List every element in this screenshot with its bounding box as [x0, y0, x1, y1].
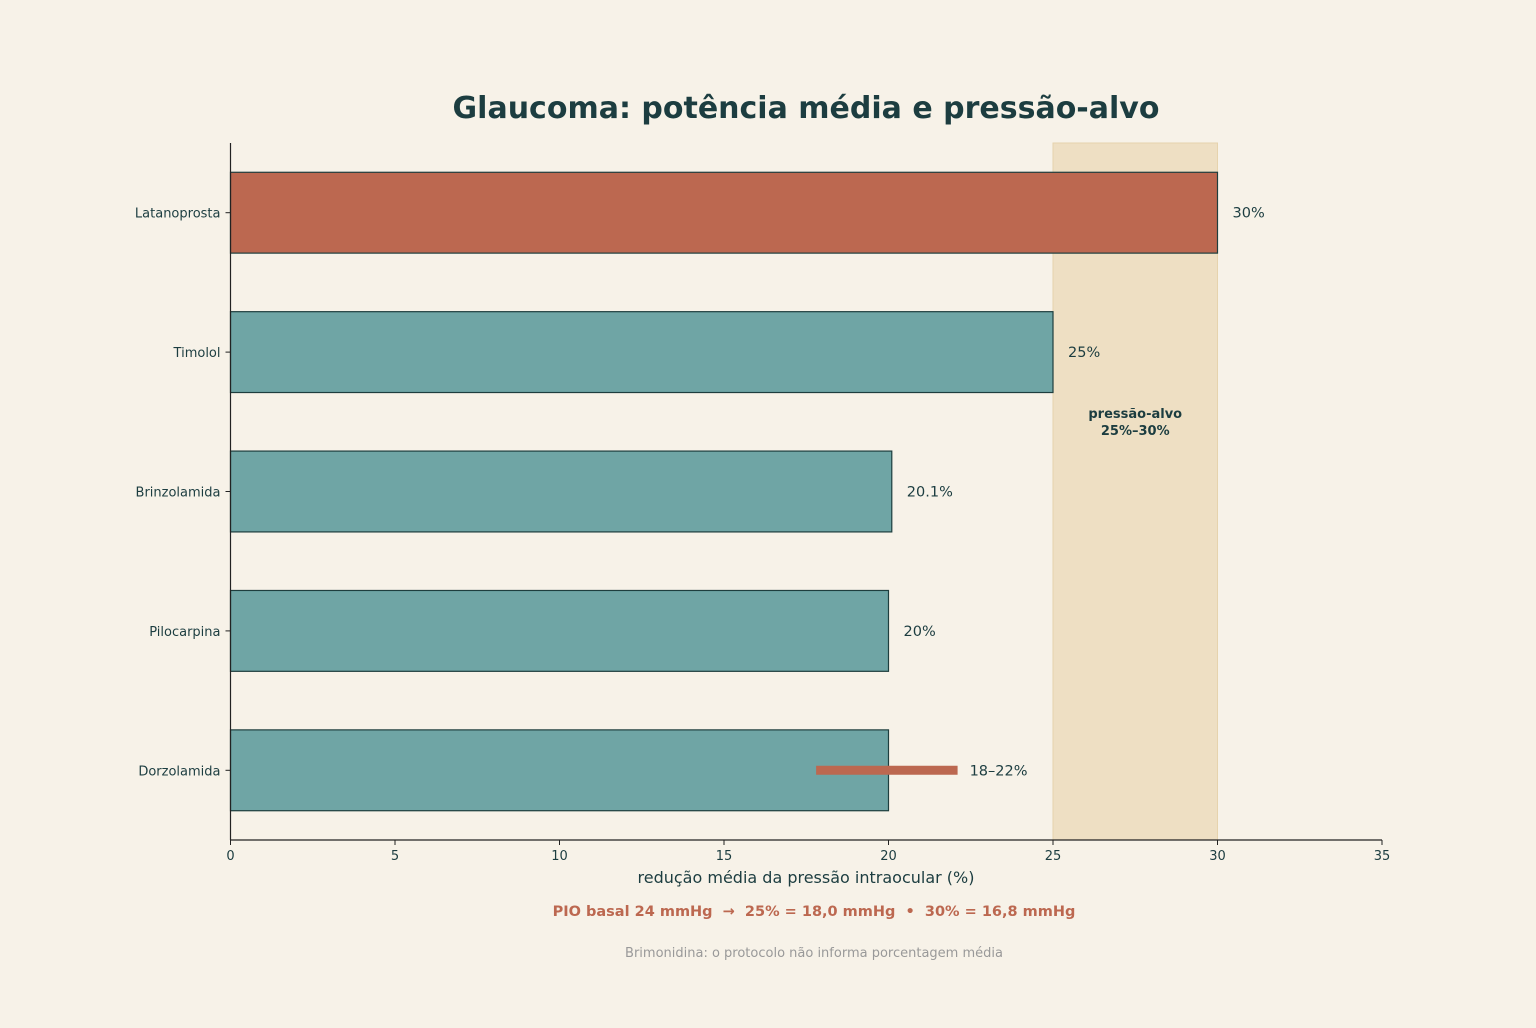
x-axis-label: redução média da pressão intraocular (%) [638, 868, 975, 887]
target-band [1052, 142, 1218, 841]
value-label: 20.1% [907, 485, 953, 501]
category-label: Latanoprosta [135, 207, 221, 222]
bar [229, 450, 893, 533]
value-label: 25% [1068, 345, 1100, 361]
bar [229, 311, 1054, 394]
x-tick-label: 0 [226, 849, 234, 864]
x-tick-label: 25 [1045, 849, 1062, 864]
range-label: 18–22% [970, 763, 1028, 779]
x-tick-label: 5 [391, 849, 399, 864]
x-tick-label: 30 [1209, 849, 1226, 864]
category-label: Pilocarpina [149, 625, 220, 640]
target-band-label: pressão-alvo [1088, 407, 1182, 422]
chart-title: Glaucoma: potência média e pressão-alvo [453, 91, 1160, 126]
category-label: Brinzolamida [136, 486, 221, 501]
bar [229, 589, 890, 672]
footnote-baseline: PIO basal 24 mmHg → 25% = 18,0 mmHg • 30… [553, 904, 1076, 920]
bar [229, 729, 890, 812]
category-label: Dorzolamida [138, 764, 220, 779]
x-tick-label: 10 [551, 849, 568, 864]
x-tick-label: 20 [880, 849, 897, 864]
target-band-range-label: 25%–30% [1101, 424, 1170, 439]
x-tick-label: 35 [1374, 849, 1391, 864]
value-label: 30% [1233, 206, 1265, 222]
category-label: Timolol [173, 346, 221, 361]
footnote-brimonidina: Brimonidina: o protocolo não informa por… [625, 946, 1003, 961]
bar [229, 171, 1219, 254]
x-tick-label: 15 [716, 849, 733, 864]
value-label: 20% [904, 624, 936, 640]
